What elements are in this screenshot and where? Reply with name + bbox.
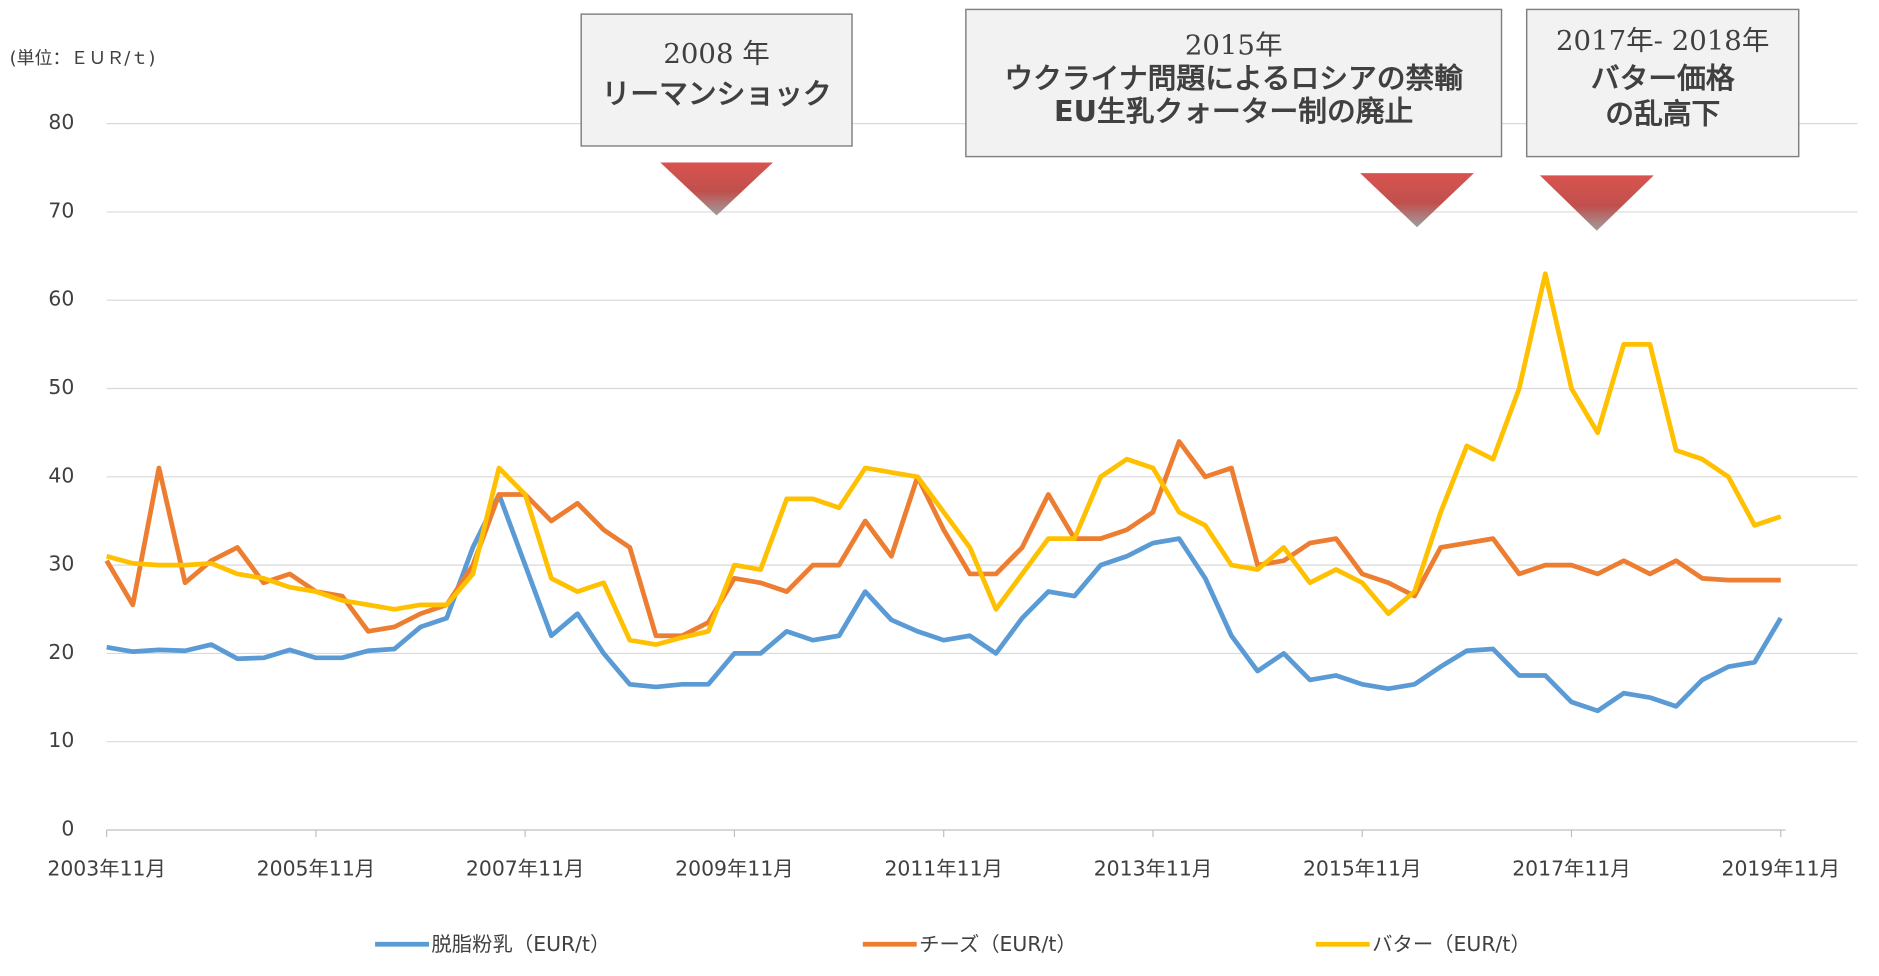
annotation-text: 2008 年 xyxy=(663,39,769,70)
y-tick-label: 20 xyxy=(48,640,74,664)
annotation-text: 2017年- 2018年 xyxy=(1556,26,1769,57)
annotation-box xyxy=(1525,8,1800,158)
series-line xyxy=(106,271,1782,647)
legend-label: バター（EUR/t） xyxy=(1372,932,1531,956)
y-tick-label: 50 xyxy=(48,375,74,399)
y-tick-label: 40 xyxy=(48,463,74,487)
series-line xyxy=(104,439,1781,639)
annotation-box xyxy=(580,13,853,147)
annotation-text: の乱高下 xyxy=(1605,98,1720,131)
x-tick-label: 2011年11月 xyxy=(884,857,1002,881)
x-tick-label: 2007年11月 xyxy=(466,857,584,881)
y-tick-label: 0 xyxy=(61,817,74,841)
legend-label: チーズ（EUR/t） xyxy=(919,932,1077,956)
x-tick-label: 2005年11月 xyxy=(257,857,375,881)
y-tick-label: 60 xyxy=(48,287,74,311)
annotation-text: バター価格 xyxy=(1591,62,1735,95)
x-tick-label: 2015年11月 xyxy=(1303,857,1421,881)
y-tick-label: 30 xyxy=(48,552,74,576)
annotation-text: EU生乳クォーター制の廃止 xyxy=(1054,95,1413,128)
annotation-box xyxy=(965,8,1503,158)
y-tick-label: 70 xyxy=(48,199,74,223)
x-tick-label: 2017年11月 xyxy=(1512,857,1630,881)
annotation-arrow xyxy=(660,162,773,216)
x-tick-label: 2003年11月 xyxy=(47,857,165,881)
annotation-text: ウクライナ問題によるロシアの禁輸 xyxy=(1004,62,1463,95)
series-line xyxy=(106,492,1783,714)
y-tick-label: 10 xyxy=(48,728,74,752)
unit-label: (単位：ＥＵＲ/ｔ) xyxy=(10,48,156,69)
x-tick-label: 2009年11月 xyxy=(675,857,793,881)
x-tick-label: 2019年11月 xyxy=(1721,857,1839,881)
legend-label: 脱脂粉乳（EUR/t） xyxy=(431,932,610,956)
annotation-arrow xyxy=(1360,173,1474,228)
annotation-text: 2015年 xyxy=(1185,31,1283,62)
y-tick-label: 80 xyxy=(48,110,74,134)
annotation-text: リーマンショック xyxy=(602,78,832,111)
annotation-arrow xyxy=(1539,175,1654,231)
x-tick-label: 2013年11月 xyxy=(1094,857,1212,881)
